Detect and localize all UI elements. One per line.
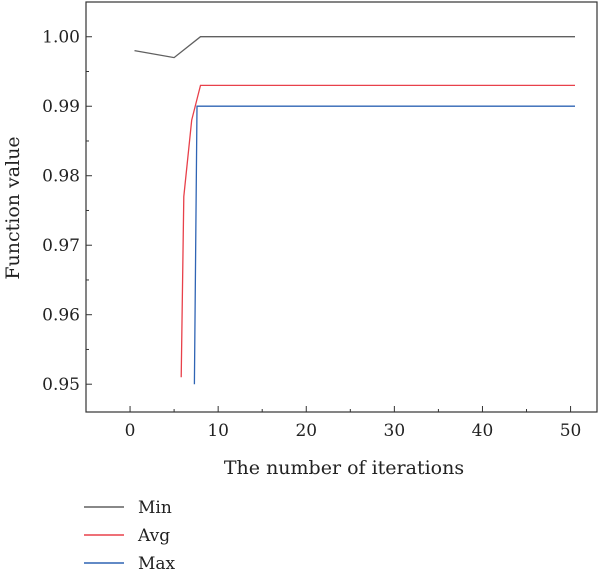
legend: Min Avg Max — [84, 498, 176, 574]
series-lines — [134, 36, 575, 385]
y-tick-label: 0.96 — [42, 306, 80, 326]
series-line-max — [193, 105, 575, 385]
y-tick-label: 1.00 — [42, 28, 80, 48]
y-tick-label: 0.98 — [42, 167, 80, 187]
y-tick-label: 0.95 — [42, 375, 80, 395]
legend-label-min: Min — [138, 498, 172, 518]
x-axis-title: The number of iterations — [224, 457, 464, 479]
y-tick-label: 0.99 — [42, 97, 80, 117]
x-tick-label: 30 — [384, 421, 406, 441]
x-tick-label: 10 — [207, 421, 229, 441]
y-axis-title: Function value — [2, 136, 24, 279]
series-line-min — [134, 36, 575, 59]
legend-label-max: Max — [138, 554, 176, 574]
x-tick-label: 40 — [472, 421, 494, 441]
plot-frame — [85, 1, 598, 413]
x-tick-label: 0 — [125, 421, 136, 441]
series-line-avg — [180, 84, 575, 378]
x-tick-label: 50 — [560, 421, 582, 441]
axis-ticks: 0.95 0.96 0.97 0.98 0.99 1.00 0 10 20 30 40 50 — [42, 28, 581, 441]
y-tick-label: 0.97 — [42, 236, 80, 256]
legend-label-avg: Avg — [137, 526, 170, 546]
x-tick-label: 20 — [295, 421, 317, 441]
